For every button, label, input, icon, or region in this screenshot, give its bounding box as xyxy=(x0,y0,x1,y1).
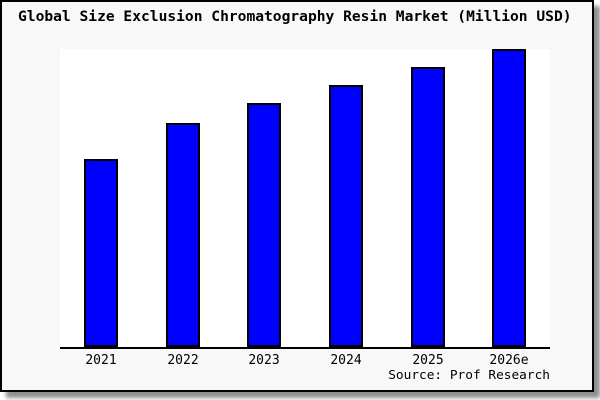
bar-2026e xyxy=(492,49,526,347)
x-tick-label-2025: 2025 xyxy=(412,353,444,368)
bar-2023 xyxy=(247,103,281,347)
x-tick-label-2022: 2022 xyxy=(167,353,199,368)
x-axis-labels: 2021 2022 2023 2024 2025 2026e xyxy=(60,353,550,369)
x-tick-label-2021: 2021 xyxy=(85,353,117,368)
bar-2025 xyxy=(411,67,445,347)
chart-title: Global Size Exclusion Chromatography Res… xyxy=(18,8,572,25)
x-tick-label-2024: 2024 xyxy=(330,353,362,368)
x-tick-label-2026e: 2026e xyxy=(489,353,529,368)
bar-2021 xyxy=(84,159,118,347)
chart-panel: Global Size Exclusion Chromatography Res… xyxy=(0,0,594,392)
source-note: Source: Prof Research xyxy=(388,368,550,383)
bar-2022 xyxy=(166,123,200,347)
bar-2024 xyxy=(329,85,363,347)
x-tick-label-2023: 2023 xyxy=(248,353,280,368)
x-axis-line xyxy=(60,347,550,349)
plot-area xyxy=(60,49,550,349)
